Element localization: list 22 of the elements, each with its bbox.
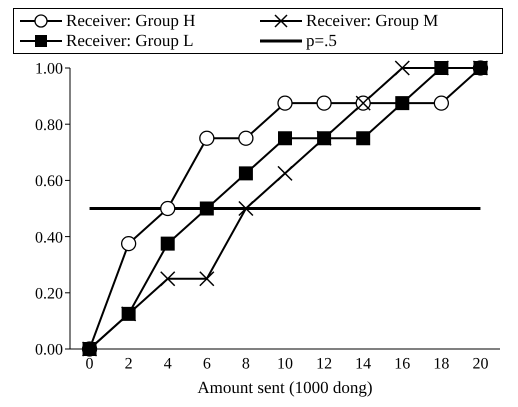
x-tick-label: 14 xyxy=(355,355,372,372)
x-tick-label: 12 xyxy=(316,355,332,372)
x-tick-label: 4 xyxy=(164,355,172,372)
x-tick-label: 18 xyxy=(433,355,450,372)
x-axis-title: Amount sent (1000 dong) xyxy=(197,378,373,397)
y-tick-label: 0.80 xyxy=(35,116,63,134)
legend-label: p=.5 xyxy=(306,31,337,51)
x-tick-label: 6 xyxy=(202,355,211,372)
x-tick-label: 0 xyxy=(86,355,94,372)
y-tick-label: 0.20 xyxy=(35,285,63,302)
x-tick-label: 20 xyxy=(472,355,488,372)
y-tick-label: 1.00 xyxy=(35,60,63,78)
x-tick-label: 2 xyxy=(124,355,133,372)
x-tick-label: 10 xyxy=(277,355,293,372)
x-tick-label: 8 xyxy=(242,355,250,372)
y-tick-label: 0.60 xyxy=(35,173,63,190)
legend-label: Receiver: Group H xyxy=(66,11,196,31)
x-tick-label: 16 xyxy=(394,355,410,372)
legend-label: Receiver: Group L xyxy=(66,31,194,51)
y-tick-label: 0.00 xyxy=(35,342,63,359)
legend-label: Receiver: Group M xyxy=(306,11,438,31)
y-tick-label: 0.40 xyxy=(35,229,63,246)
